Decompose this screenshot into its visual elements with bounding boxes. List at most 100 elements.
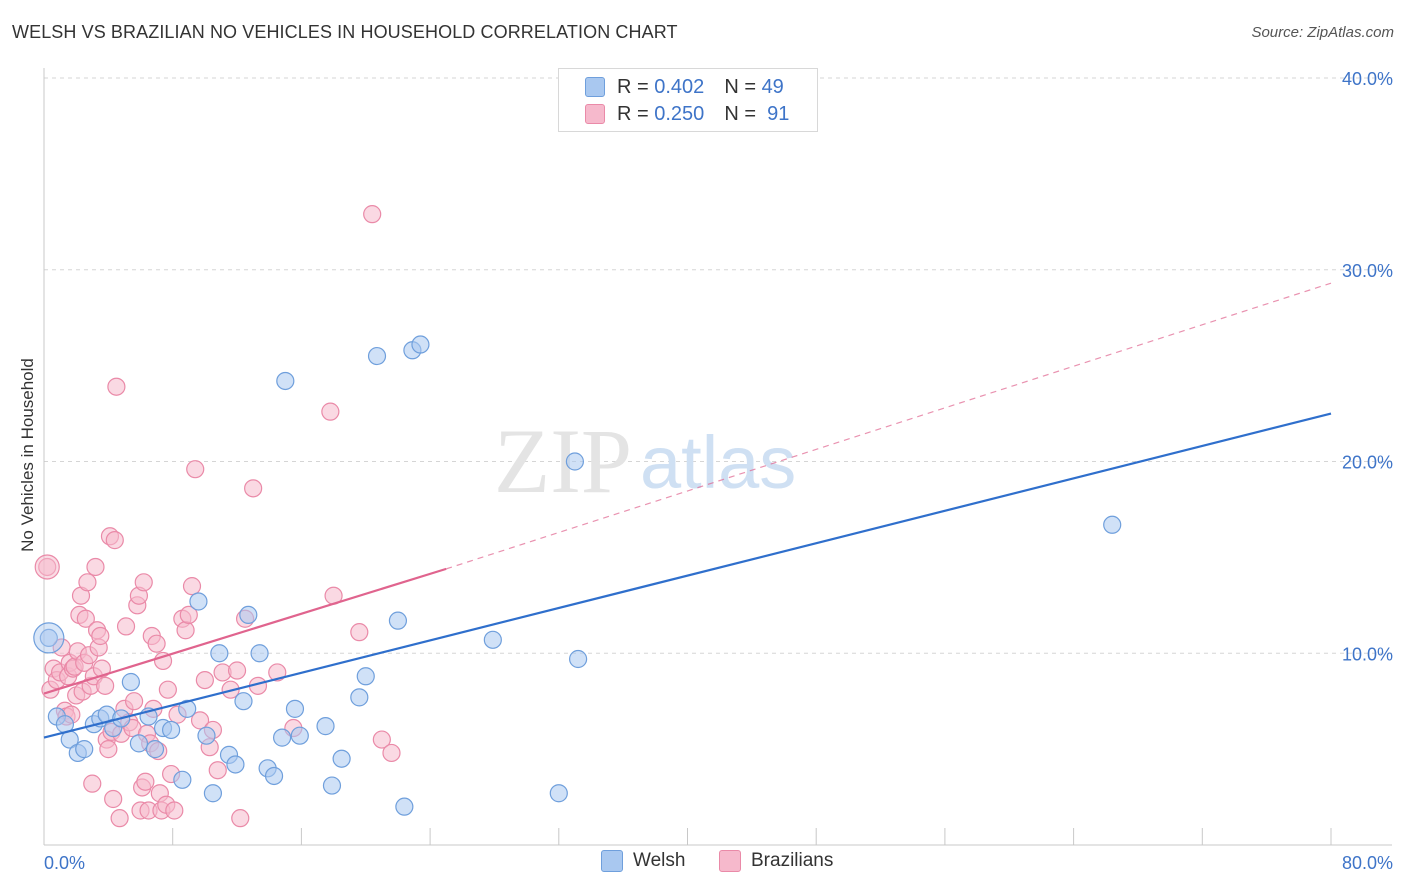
- trend-lines: [43, 282, 1332, 739]
- brazilians-point: [244, 479, 263, 498]
- brazilians-point: [208, 761, 227, 780]
- legend-n-label: N =: [724, 102, 756, 125]
- welsh-point: [411, 335, 430, 354]
- welsh-point: [39, 628, 58, 648]
- welsh-trend-line: [43, 412, 1332, 739]
- welsh-point: [356, 667, 375, 686]
- brazilians-point: [363, 205, 382, 224]
- welsh-point: [173, 770, 192, 789]
- brazilians-point: [179, 605, 198, 625]
- watermark-atlas: atlas: [640, 421, 796, 504]
- bottom-legend-swatch-welsh: [601, 850, 623, 872]
- brazilians-point-large: [34, 554, 60, 580]
- brazilians-point: [227, 661, 247, 680]
- brazilians-point: [190, 711, 210, 730]
- watermark-zip: ZIP: [494, 410, 632, 512]
- legend-swatch-welsh: [585, 77, 605, 97]
- welsh-point: [203, 784, 223, 803]
- bottom-legend-swatch-brazilians: [719, 850, 741, 872]
- legend-n-value: 49: [761, 75, 784, 98]
- brazilians-point: [165, 801, 184, 820]
- legend-r-label: R =: [617, 102, 649, 125]
- welsh-point: [178, 699, 197, 718]
- legend-n-label: N =: [724, 75, 756, 98]
- brazilians-trend-line: [43, 567, 447, 695]
- brazilians-point: [134, 573, 153, 592]
- y-tick-label: 40.0%: [1342, 69, 1393, 89]
- x-tick-label: 80.0%: [1342, 853, 1393, 873]
- welsh-point: [161, 720, 181, 740]
- brazilians-point: [158, 680, 177, 699]
- brazilians-point: [147, 634, 166, 653]
- chart-title: WELSH VS BRAZILIAN NO VEHICLES IN HOUSEH…: [12, 22, 678, 42]
- welsh-point: [264, 766, 284, 786]
- legend-swatch-brazilians: [585, 104, 605, 124]
- welsh-point: [145, 740, 165, 759]
- welsh-point-large: [33, 622, 65, 654]
- legend-n-value: 91: [767, 102, 790, 125]
- brazilians-point: [372, 730, 391, 749]
- welsh-point: [234, 692, 253, 711]
- welsh-point: [569, 649, 588, 669]
- brazilians-point: [186, 460, 205, 479]
- brazilians-point: [153, 651, 173, 671]
- brazilians-point: [105, 531, 124, 550]
- bottom-legend-label-welsh: Welsh: [633, 850, 686, 871]
- brazilians-point: [91, 626, 110, 646]
- brazilians-point: [110, 809, 129, 828]
- brazilians-point: [86, 557, 105, 577]
- welsh-point: [565, 452, 584, 471]
- welsh-point: [367, 346, 387, 366]
- brazilians-point: [76, 609, 95, 628]
- welsh-point: [272, 728, 292, 747]
- welsh-point: [1103, 515, 1122, 534]
- tick-labels: 10.0% 20.0% 30.0% 40.0% 0.0% 80.0%: [44, 69, 1393, 873]
- welsh-point: [483, 630, 502, 649]
- watermark: ZIP atlas: [494, 410, 796, 512]
- welsh-point: [226, 755, 245, 774]
- brazilians-point: [321, 402, 340, 421]
- welsh-point: [276, 371, 295, 391]
- brazilians-point: [83, 774, 102, 793]
- brazilians-point: [382, 743, 401, 763]
- welsh-point: [197, 726, 216, 745]
- welsh-point: [129, 734, 149, 753]
- welsh-point: [239, 605, 258, 625]
- welsh-point: [285, 699, 305, 718]
- welsh-point: [316, 717, 335, 736]
- brazilians-point: [350, 623, 369, 642]
- welsh-point: [322, 776, 342, 795]
- brazilians-point: [78, 573, 97, 592]
- brazilians-trend-extension: [446, 282, 1332, 570]
- welsh-point: [388, 611, 408, 630]
- legend-row-welsh: R = 0.402 N = 49: [585, 74, 784, 100]
- brazilians-point: [136, 772, 155, 791]
- y-tick-label: 30.0%: [1342, 261, 1393, 281]
- legend-r-label: R =: [617, 75, 649, 98]
- brazilians-point: [176, 621, 195, 640]
- welsh-point: [395, 797, 414, 816]
- welsh-point: [121, 672, 140, 692]
- brazilians-point: [231, 809, 250, 828]
- y-tick-label: 10.0%: [1342, 644, 1393, 664]
- welsh-point: [210, 644, 229, 663]
- brazilians-point: [116, 617, 136, 636]
- brazilians-point: [96, 676, 115, 695]
- brazilians-point: [182, 577, 202, 596]
- welsh-point: [290, 726, 309, 745]
- welsh-point: [332, 749, 351, 768]
- source-label: Source: ZipAtlas.com: [1251, 24, 1394, 41]
- brazilians-point: [107, 377, 126, 396]
- y-tick-label: 20.0%: [1342, 453, 1393, 473]
- brazilians-point: [99, 740, 118, 759]
- axes: [43, 68, 1392, 846]
- welsh-point: [350, 688, 369, 707]
- bottom-legend-label-brazilians: Brazilians: [751, 850, 834, 871]
- brazilians-point: [92, 659, 112, 678]
- legend-r-value: 0.250: [654, 102, 705, 125]
- welsh-point: [75, 740, 94, 759]
- brazilians-point: [195, 670, 214, 690]
- welsh-point: [549, 784, 568, 803]
- legend: R = 0.402 N = 49 R = 0.250 N = 91: [558, 68, 818, 132]
